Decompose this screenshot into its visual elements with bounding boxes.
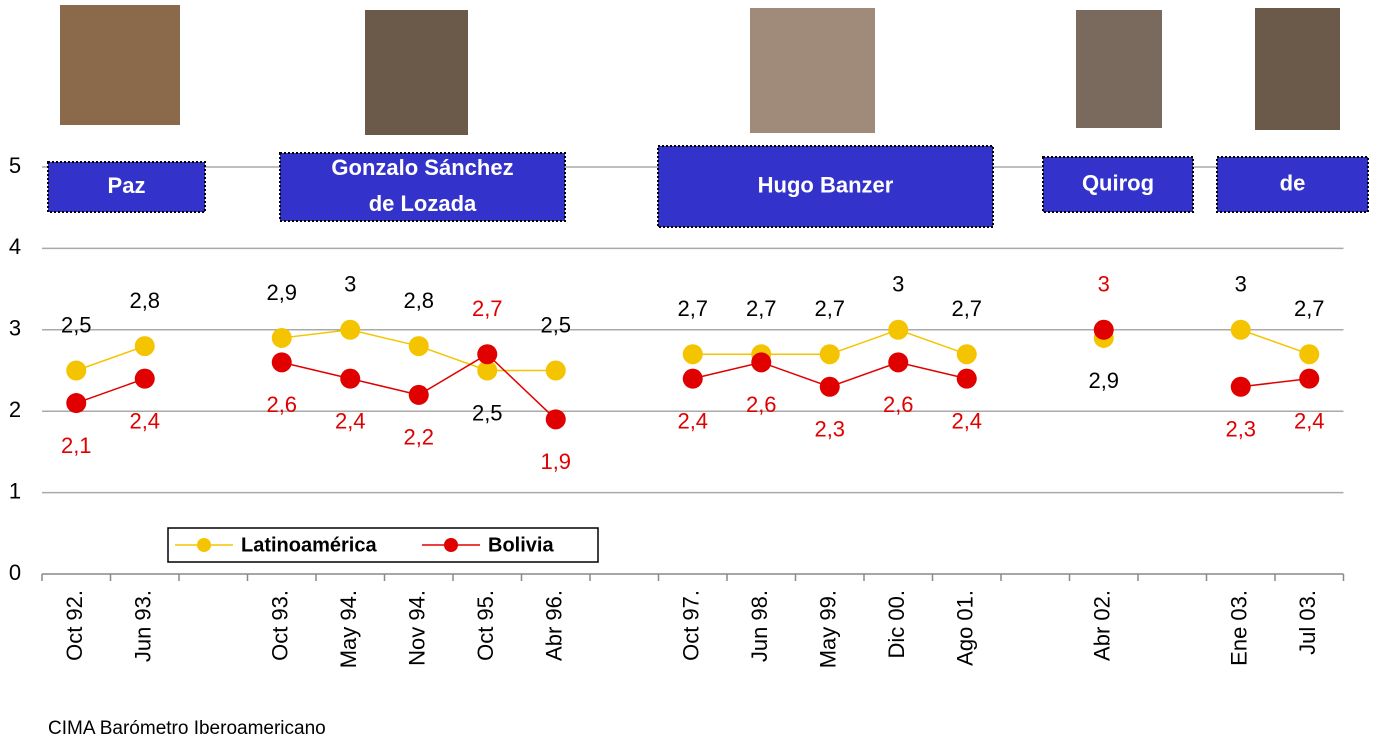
value-label: 2,9 xyxy=(1088,368,1119,393)
legend-label: Latinoamérica xyxy=(241,534,377,556)
y-tick-label: 5 xyxy=(9,153,21,178)
x-tick-label: Ago 01. xyxy=(953,590,978,666)
value-label: 2,5 xyxy=(61,312,92,337)
president-name: Hugo Banzer xyxy=(758,172,894,197)
marker xyxy=(957,369,977,389)
value-label: 2,8 xyxy=(129,288,160,313)
marker xyxy=(957,344,977,364)
x-tick-label: Jun 98. xyxy=(747,590,772,662)
x-tick-label: Oct 92. xyxy=(62,590,87,661)
marker xyxy=(272,352,292,372)
value-label: 2,7 xyxy=(814,296,845,321)
legend-label: Bolivia xyxy=(488,534,554,556)
president-name: Paz xyxy=(108,173,146,198)
president-name: Quirog xyxy=(1082,170,1154,195)
value-label: 2,7 xyxy=(472,296,503,321)
x-tick-label: Ene 03. xyxy=(1227,590,1252,666)
marker xyxy=(683,344,703,364)
chart: CIMA Barómetro Iberoamericano 0 1 2 3 4 5 Oct … xyxy=(0,0,1377,743)
x-tick-label: Oct 93. xyxy=(268,590,293,661)
value-label: 2,6 xyxy=(266,392,297,417)
x-tick-label: Jul 03. xyxy=(1295,590,1320,655)
value-label: 2,7 xyxy=(1294,296,1325,321)
value-label: 2,4 xyxy=(677,408,708,433)
value-label: 2,4 xyxy=(335,408,366,433)
marker xyxy=(546,409,566,429)
y-tick-label: 3 xyxy=(9,316,21,341)
value-label: 2,3 xyxy=(814,417,845,442)
value-label: 2,9 xyxy=(266,280,297,305)
marker xyxy=(1094,320,1114,340)
value-label: 3 xyxy=(892,272,904,297)
value-label: 2,2 xyxy=(403,425,434,450)
marker xyxy=(820,377,840,397)
y-tick-label: 1 xyxy=(9,478,21,503)
marker xyxy=(820,344,840,364)
president-name: de Lozada xyxy=(369,191,477,216)
photo xyxy=(1076,10,1162,128)
marker xyxy=(751,352,771,372)
y-tick-label: 0 xyxy=(9,560,21,585)
photo xyxy=(60,5,180,125)
x-tick-label: Oct 95. xyxy=(473,590,498,661)
marker xyxy=(409,385,429,405)
marker xyxy=(1299,344,1319,364)
value-label: 2,4 xyxy=(129,408,160,433)
president-name: Gonzalo Sánchez xyxy=(331,155,513,180)
photo xyxy=(1255,8,1340,130)
y-tick-label: 4 xyxy=(9,234,21,259)
marker xyxy=(66,393,86,413)
marker xyxy=(888,320,908,340)
x-tick-label: Abr 96. xyxy=(542,590,567,661)
marker xyxy=(135,336,155,356)
value-label: 3 xyxy=(1235,272,1247,297)
value-label: 2,3 xyxy=(1225,417,1256,442)
marker xyxy=(1231,377,1251,397)
x-tick-label: Nov 94. xyxy=(405,590,430,666)
marker xyxy=(272,328,292,348)
x-tick-label: Jun 93. xyxy=(131,590,156,662)
marker xyxy=(477,344,497,364)
marker xyxy=(135,369,155,389)
marker xyxy=(66,361,86,381)
value-label: 2,5 xyxy=(472,400,503,425)
legend-marker xyxy=(197,538,211,552)
value-label: 2,6 xyxy=(883,392,914,417)
president-name: de xyxy=(1280,170,1306,195)
value-label: 2,5 xyxy=(540,312,571,337)
x-tick-label: May 94. xyxy=(336,590,361,668)
value-label: 2,4 xyxy=(1294,408,1325,433)
value-label: 2,1 xyxy=(61,433,92,458)
marker xyxy=(1299,369,1319,389)
marker xyxy=(888,352,908,372)
x-tick-label: May 99. xyxy=(816,590,841,668)
x-tick-label: Oct 97. xyxy=(679,590,704,661)
value-label: 2,6 xyxy=(746,392,777,417)
source: CIMA Barómetro Iberoamericano xyxy=(48,718,326,739)
legend-marker xyxy=(444,538,458,552)
marker xyxy=(340,320,360,340)
value-label: 1,9 xyxy=(540,449,571,474)
marker xyxy=(1231,320,1251,340)
value-label: 2,8 xyxy=(403,288,434,313)
x-tick-label: Dic 00. xyxy=(884,590,909,658)
marker xyxy=(683,369,703,389)
marker xyxy=(340,369,360,389)
value-label: 3 xyxy=(344,272,356,297)
photo xyxy=(750,8,875,133)
value-label: 3 xyxy=(1098,272,1110,297)
photo xyxy=(365,10,468,135)
marker xyxy=(409,336,429,356)
value-label: 2,7 xyxy=(951,296,982,321)
value-label: 2,7 xyxy=(746,296,777,321)
marker xyxy=(546,361,566,381)
value-label: 2,4 xyxy=(951,408,982,433)
y-tick-label: 2 xyxy=(9,397,21,422)
x-tick-label: Abr 02. xyxy=(1090,590,1115,661)
value-label: 2,7 xyxy=(677,296,708,321)
